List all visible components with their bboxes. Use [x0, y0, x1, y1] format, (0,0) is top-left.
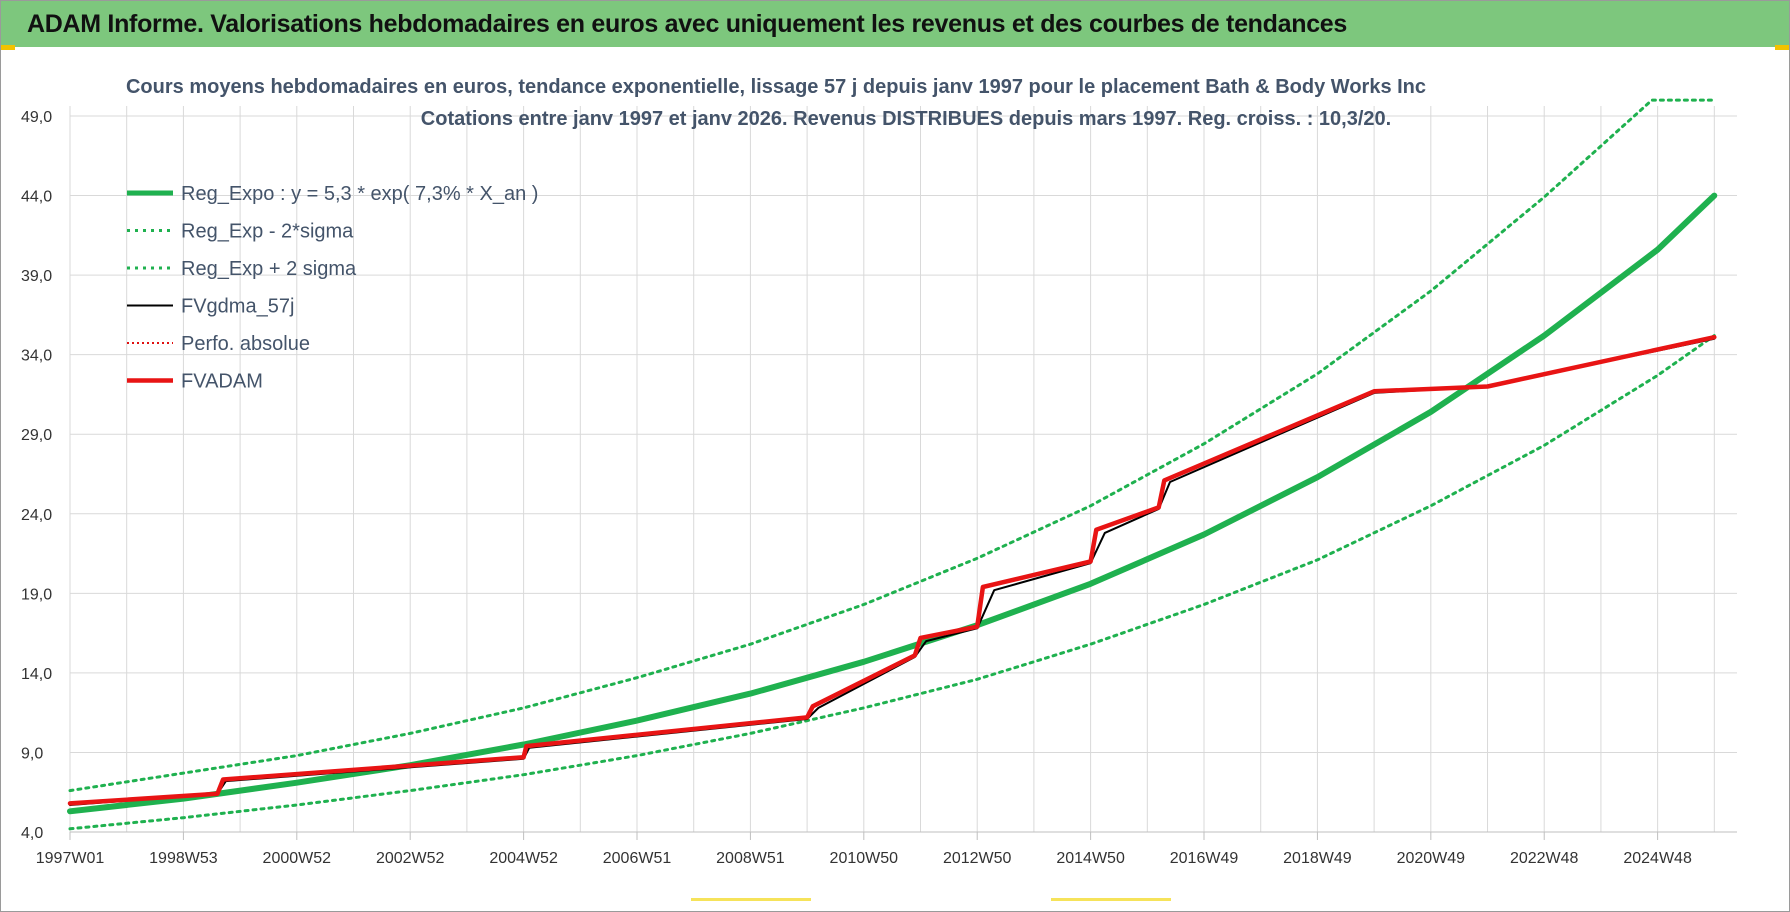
- series-line-2: [68, 98, 1716, 793]
- title-bar: ADAM Informe. Valorisations hebdomadaire…: [1, 1, 1789, 47]
- y-tick-label: 24,0: [21, 507, 52, 524]
- y-tick-label: 9,0: [21, 745, 43, 762]
- x-tick-label: 2002W52: [376, 850, 445, 867]
- chart-subtitle: Cotations entre janv 1997 et janv 2026. …: [421, 108, 1391, 130]
- y-tick-label: 44,0: [21, 189, 52, 206]
- x-tick-label: 2014W50: [1056, 850, 1125, 867]
- x-tick-label: 1997W01: [36, 850, 105, 867]
- legend-label: Reg_Exp - 2*sigma: [181, 221, 354, 243]
- bottom-mark: [1051, 898, 1171, 901]
- x-tick-label: 1998W53: [149, 850, 218, 867]
- y-tick-label: 14,0: [21, 666, 52, 683]
- y-tick-label: 34,0: [21, 348, 52, 365]
- x-tick-label: 2012W50: [943, 850, 1012, 867]
- bottom-mark: [691, 898, 811, 901]
- y-tick-label: 29,0: [21, 427, 52, 444]
- x-tick-label: 2024W48: [1623, 850, 1692, 867]
- legend-label: Perfo. absolue: [181, 333, 310, 355]
- chart-grid: [69, 106, 1737, 833]
- x-tick-label: 2000W52: [263, 850, 332, 867]
- y-tick-label: 19,0: [21, 586, 52, 603]
- series-line-5: [67, 334, 1717, 806]
- legend-label: Reg_Exp + 2 sigma: [181, 258, 357, 280]
- x-tick-label: 2020W49: [1397, 850, 1466, 867]
- chart-series: [67, 98, 1718, 831]
- page-title: ADAM Informe. Valorisations hebdomadaire…: [27, 10, 1348, 38]
- series-line-1: [68, 334, 1716, 831]
- legend-label: FVADAM: [181, 371, 263, 393]
- x-axis: 1997W01 1998W53 2000W52 2002W52 2004W52 2006W…: [36, 831, 1737, 867]
- x-tick-label: 2022W48: [1510, 850, 1579, 867]
- chart-title: Cours moyens hebdomadaires en euros, ten…: [126, 76, 1426, 98]
- y-tick-label: 39,0: [21, 268, 52, 285]
- corner-mark: [1775, 45, 1789, 50]
- series-line-3: [69, 337, 1716, 806]
- legend-label: Reg_Expo : y = 5,3 * exp( 7,3% * X_an ): [181, 183, 538, 205]
- x-tick-label: 2006W51: [603, 850, 672, 867]
- x-tick-label: 2018W49: [1283, 850, 1352, 867]
- series-line-0: [67, 192, 1718, 815]
- legend-label: FVgdma_57j: [181, 296, 294, 318]
- series-line-4: [69, 336, 1716, 805]
- chart-legend: Reg_Expo : y = 5,3 * exp( 7,3% * X_an ) R…: [127, 183, 538, 393]
- y-tick-label: 49,0: [21, 109, 52, 126]
- x-tick-label: 2016W49: [1170, 850, 1239, 867]
- y-tick-label: 4,0: [21, 825, 43, 842]
- corner-mark: [1, 45, 15, 50]
- x-tick-label: 2008W51: [716, 850, 785, 867]
- y-axis: 4,0 9,0 14,0 19,0 24,0 29,0 34,0 39,0 44,0 49,0: [21, 109, 52, 842]
- x-tick-label: 2004W52: [489, 850, 558, 867]
- x-tick-label: 2010W50: [830, 850, 899, 867]
